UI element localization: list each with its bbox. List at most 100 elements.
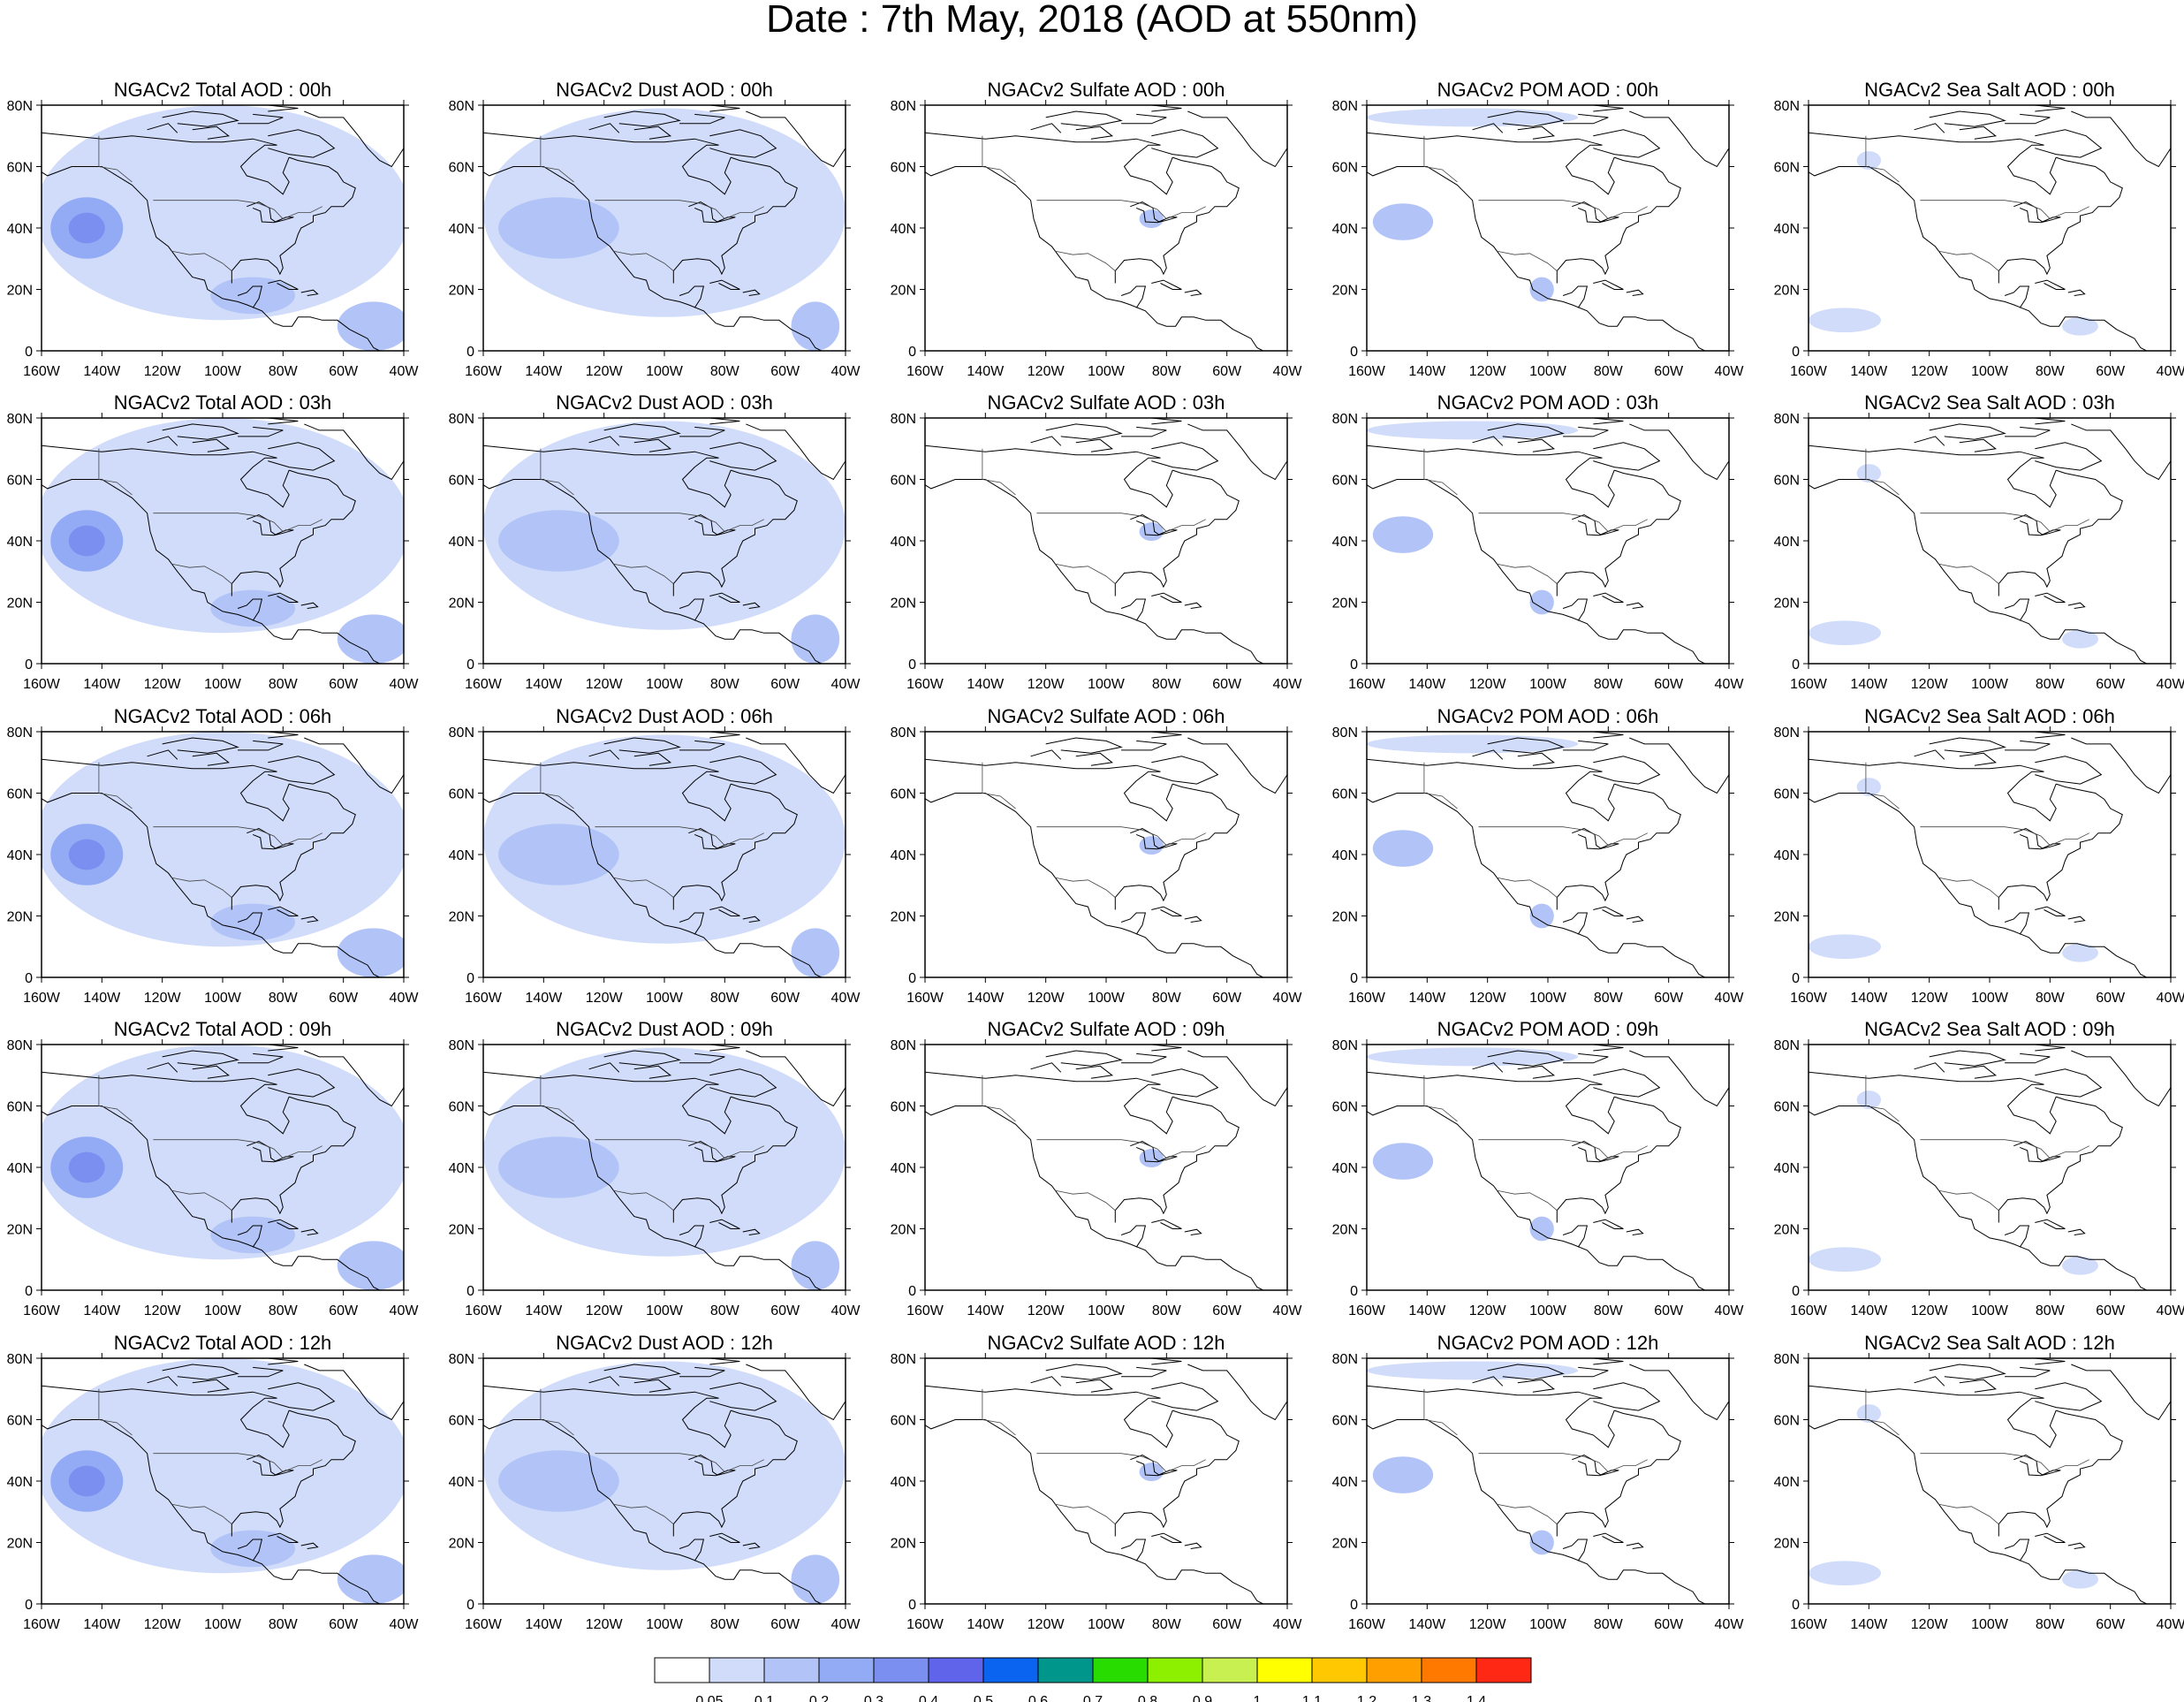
- coastline: [1572, 1454, 1619, 1477]
- lon-tick-label: 40W: [831, 677, 861, 692]
- lon-tick-label: 100W: [1529, 1617, 1567, 1632]
- coastline: [1114, 1096, 1240, 1223]
- coastline: [1030, 436, 1062, 446]
- lon-tick-label: 160W: [465, 1617, 503, 1632]
- lon-tick-label: 60W: [329, 1303, 359, 1318]
- lon-tick-label: 40W: [2157, 364, 2184, 379]
- coastline: [268, 906, 299, 916]
- coastline: [1120, 285, 1147, 308]
- coastline: [1151, 756, 1219, 785]
- coastline: [681, 144, 732, 195]
- coastline: [2071, 737, 2171, 794]
- lon-tick-label: 100W: [1088, 677, 1126, 692]
- panel-title: NGACv2 Sea Salt AOD : 06h: [1864, 705, 2115, 727]
- lat-tick-label: 20N: [891, 596, 916, 612]
- coastline: [1629, 737, 1729, 794]
- country-border: [1478, 513, 1648, 533]
- coastline: [1809, 1106, 2147, 1290]
- panel-title: NGACv2 Dust AOD : 03h: [556, 391, 773, 414]
- lon-tick-label: 100W: [1088, 364, 1126, 379]
- lon-tick-label: 80W: [1594, 1303, 1624, 1318]
- coastline: [1123, 1397, 1173, 1448]
- map-panel: NGACv2 Sea Salt AOD : 12h 80N 60N 40N 20N 0 16…: [1774, 1332, 2184, 1632]
- coastline: [1106, 1045, 1182, 1052]
- aerosol-shading: [2062, 943, 2098, 962]
- country-border: [612, 1189, 674, 1212]
- country-border: [595, 1453, 764, 1473]
- map-panel: NGACv2 Total AOD : 12h 80N 60N 40N 20N 0 160W 1…: [7, 1332, 420, 1632]
- coastline: [588, 1062, 620, 1073]
- lon-tick-label: 40W: [1715, 364, 1745, 379]
- lat-tick-label: 80N: [1774, 99, 1800, 114]
- coastline: [709, 279, 740, 290]
- lat-tick-label: 0: [25, 1598, 33, 1613]
- coastline: [1998, 469, 2123, 596]
- country-border: [1920, 826, 2089, 847]
- coastline: [1151, 129, 1219, 158]
- coastline: [237, 598, 263, 621]
- aerosol-shading: [791, 1554, 840, 1604]
- panel-title: NGACv2 POM AOD : 09h: [1437, 1018, 1659, 1040]
- lon-tick-label: 80W: [2036, 991, 2066, 1006]
- coastline: [239, 1397, 290, 1448]
- coastline: [237, 285, 263, 308]
- lon-tick-label: 160W: [906, 1303, 944, 1318]
- lat-tick-label: 0: [1350, 1284, 1358, 1299]
- country-border: [982, 135, 1016, 183]
- lon-tick-label: 40W: [1273, 991, 1303, 1006]
- lat-tick-label: 20N: [1332, 1223, 1358, 1238]
- lat-tick-label: 20N: [449, 1537, 474, 1552]
- coastline: [1565, 1397, 1615, 1448]
- lon-tick-label: 100W: [204, 677, 242, 692]
- coastline: [1151, 442, 1219, 471]
- aerosol-shading: [1809, 1561, 1881, 1586]
- coastline: [2035, 1219, 2066, 1229]
- coastline: [1556, 783, 1681, 910]
- coastline: [681, 771, 732, 822]
- lon-tick-label: 160W: [23, 364, 61, 379]
- lon-tick-label: 60W: [2096, 991, 2126, 1006]
- aerosol-shading: [1809, 308, 1881, 333]
- lon-tick-label: 120W: [1911, 677, 1949, 692]
- coastline: [2035, 1068, 2103, 1098]
- lon-tick-label: 160W: [1790, 364, 1828, 379]
- coastline: [1626, 289, 1644, 296]
- country-border: [153, 1139, 322, 1159]
- lon-tick-label: 160W: [906, 1617, 944, 1632]
- lat-tick-label: 60N: [1332, 1414, 1358, 1429]
- coastline: [237, 1225, 263, 1248]
- lat-tick-label: 0: [466, 657, 474, 672]
- coastline: [231, 156, 356, 284]
- country-border: [982, 1075, 1016, 1122]
- lon-tick-label: 80W: [269, 1617, 299, 1632]
- panel-title: NGACv2 POM AOD : 00h: [1437, 79, 1659, 101]
- coastline: [1075, 1379, 1114, 1393]
- aerosol-shading: [1529, 1216, 1554, 1242]
- lat-tick-label: 40N: [7, 1161, 33, 1176]
- coastline: [1472, 123, 1504, 133]
- lon-tick-label: 40W: [831, 991, 861, 1006]
- country-border: [1054, 1189, 1116, 1212]
- lon-tick-label: 80W: [1152, 991, 1182, 1006]
- coastline: [633, 1379, 672, 1393]
- map-panel: NGACv2 POM AOD : 03h 80N 60N 40N 20N 0 160W 140…: [1332, 391, 1745, 692]
- country-border: [540, 762, 574, 809]
- lat-tick-label: 60N: [7, 1100, 33, 1115]
- lat-tick-label: 80N: [7, 726, 33, 741]
- coastline: [2035, 129, 2103, 158]
- coastline: [1045, 110, 1123, 127]
- lon-tick-label: 160W: [1790, 991, 1828, 1006]
- coastline: [1959, 125, 1998, 140]
- lon-tick-label: 140W: [1850, 677, 1888, 692]
- coastline: [1572, 1140, 1619, 1163]
- lat-tick-label: 40N: [449, 1475, 474, 1490]
- coastline: [300, 916, 319, 923]
- aerosol-shading: [498, 1450, 619, 1512]
- coastline: [603, 423, 681, 440]
- lon-tick-label: 60W: [329, 364, 359, 379]
- map-panel: NGACv2 POM AOD : 06h 80N 60N 40N 20N 0 160W 140…: [1332, 705, 1745, 1006]
- lon-tick-label: 100W: [1971, 364, 2009, 379]
- lon-tick-label: 40W: [390, 991, 420, 1006]
- lat-tick-label: 40N: [891, 222, 916, 237]
- coastline: [1990, 1045, 2066, 1052]
